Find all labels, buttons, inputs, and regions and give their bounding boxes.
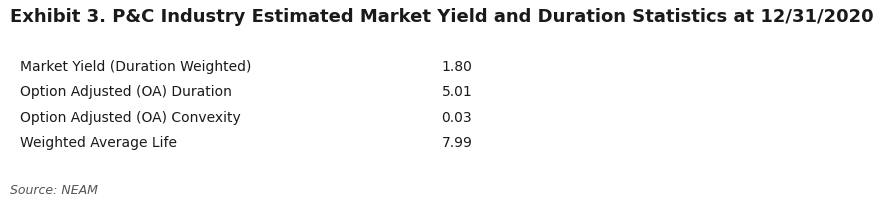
Text: 5.01: 5.01: [442, 85, 472, 99]
Text: Weighted Average Life: Weighted Average Life: [20, 135, 177, 149]
Text: Source: NEAM: Source: NEAM: [10, 183, 98, 196]
Text: 1.80: 1.80: [442, 60, 472, 74]
Text: Exhibit 3. P&C Industry Estimated Market Yield and Duration Statistics at 12/31/: Exhibit 3. P&C Industry Estimated Market…: [10, 8, 874, 26]
Text: Option Adjusted (OA) Duration: Option Adjusted (OA) Duration: [20, 85, 232, 99]
Text: Market Yield (Duration Weighted): Market Yield (Duration Weighted): [20, 60, 251, 74]
Text: 7.99: 7.99: [442, 135, 472, 149]
Text: Estimates (12/31/2020): Estimates (12/31/2020): [227, 29, 419, 44]
Text: Option Adjusted (OA) Convexity: Option Adjusted (OA) Convexity: [20, 110, 241, 124]
Text: 0.03: 0.03: [442, 110, 472, 124]
